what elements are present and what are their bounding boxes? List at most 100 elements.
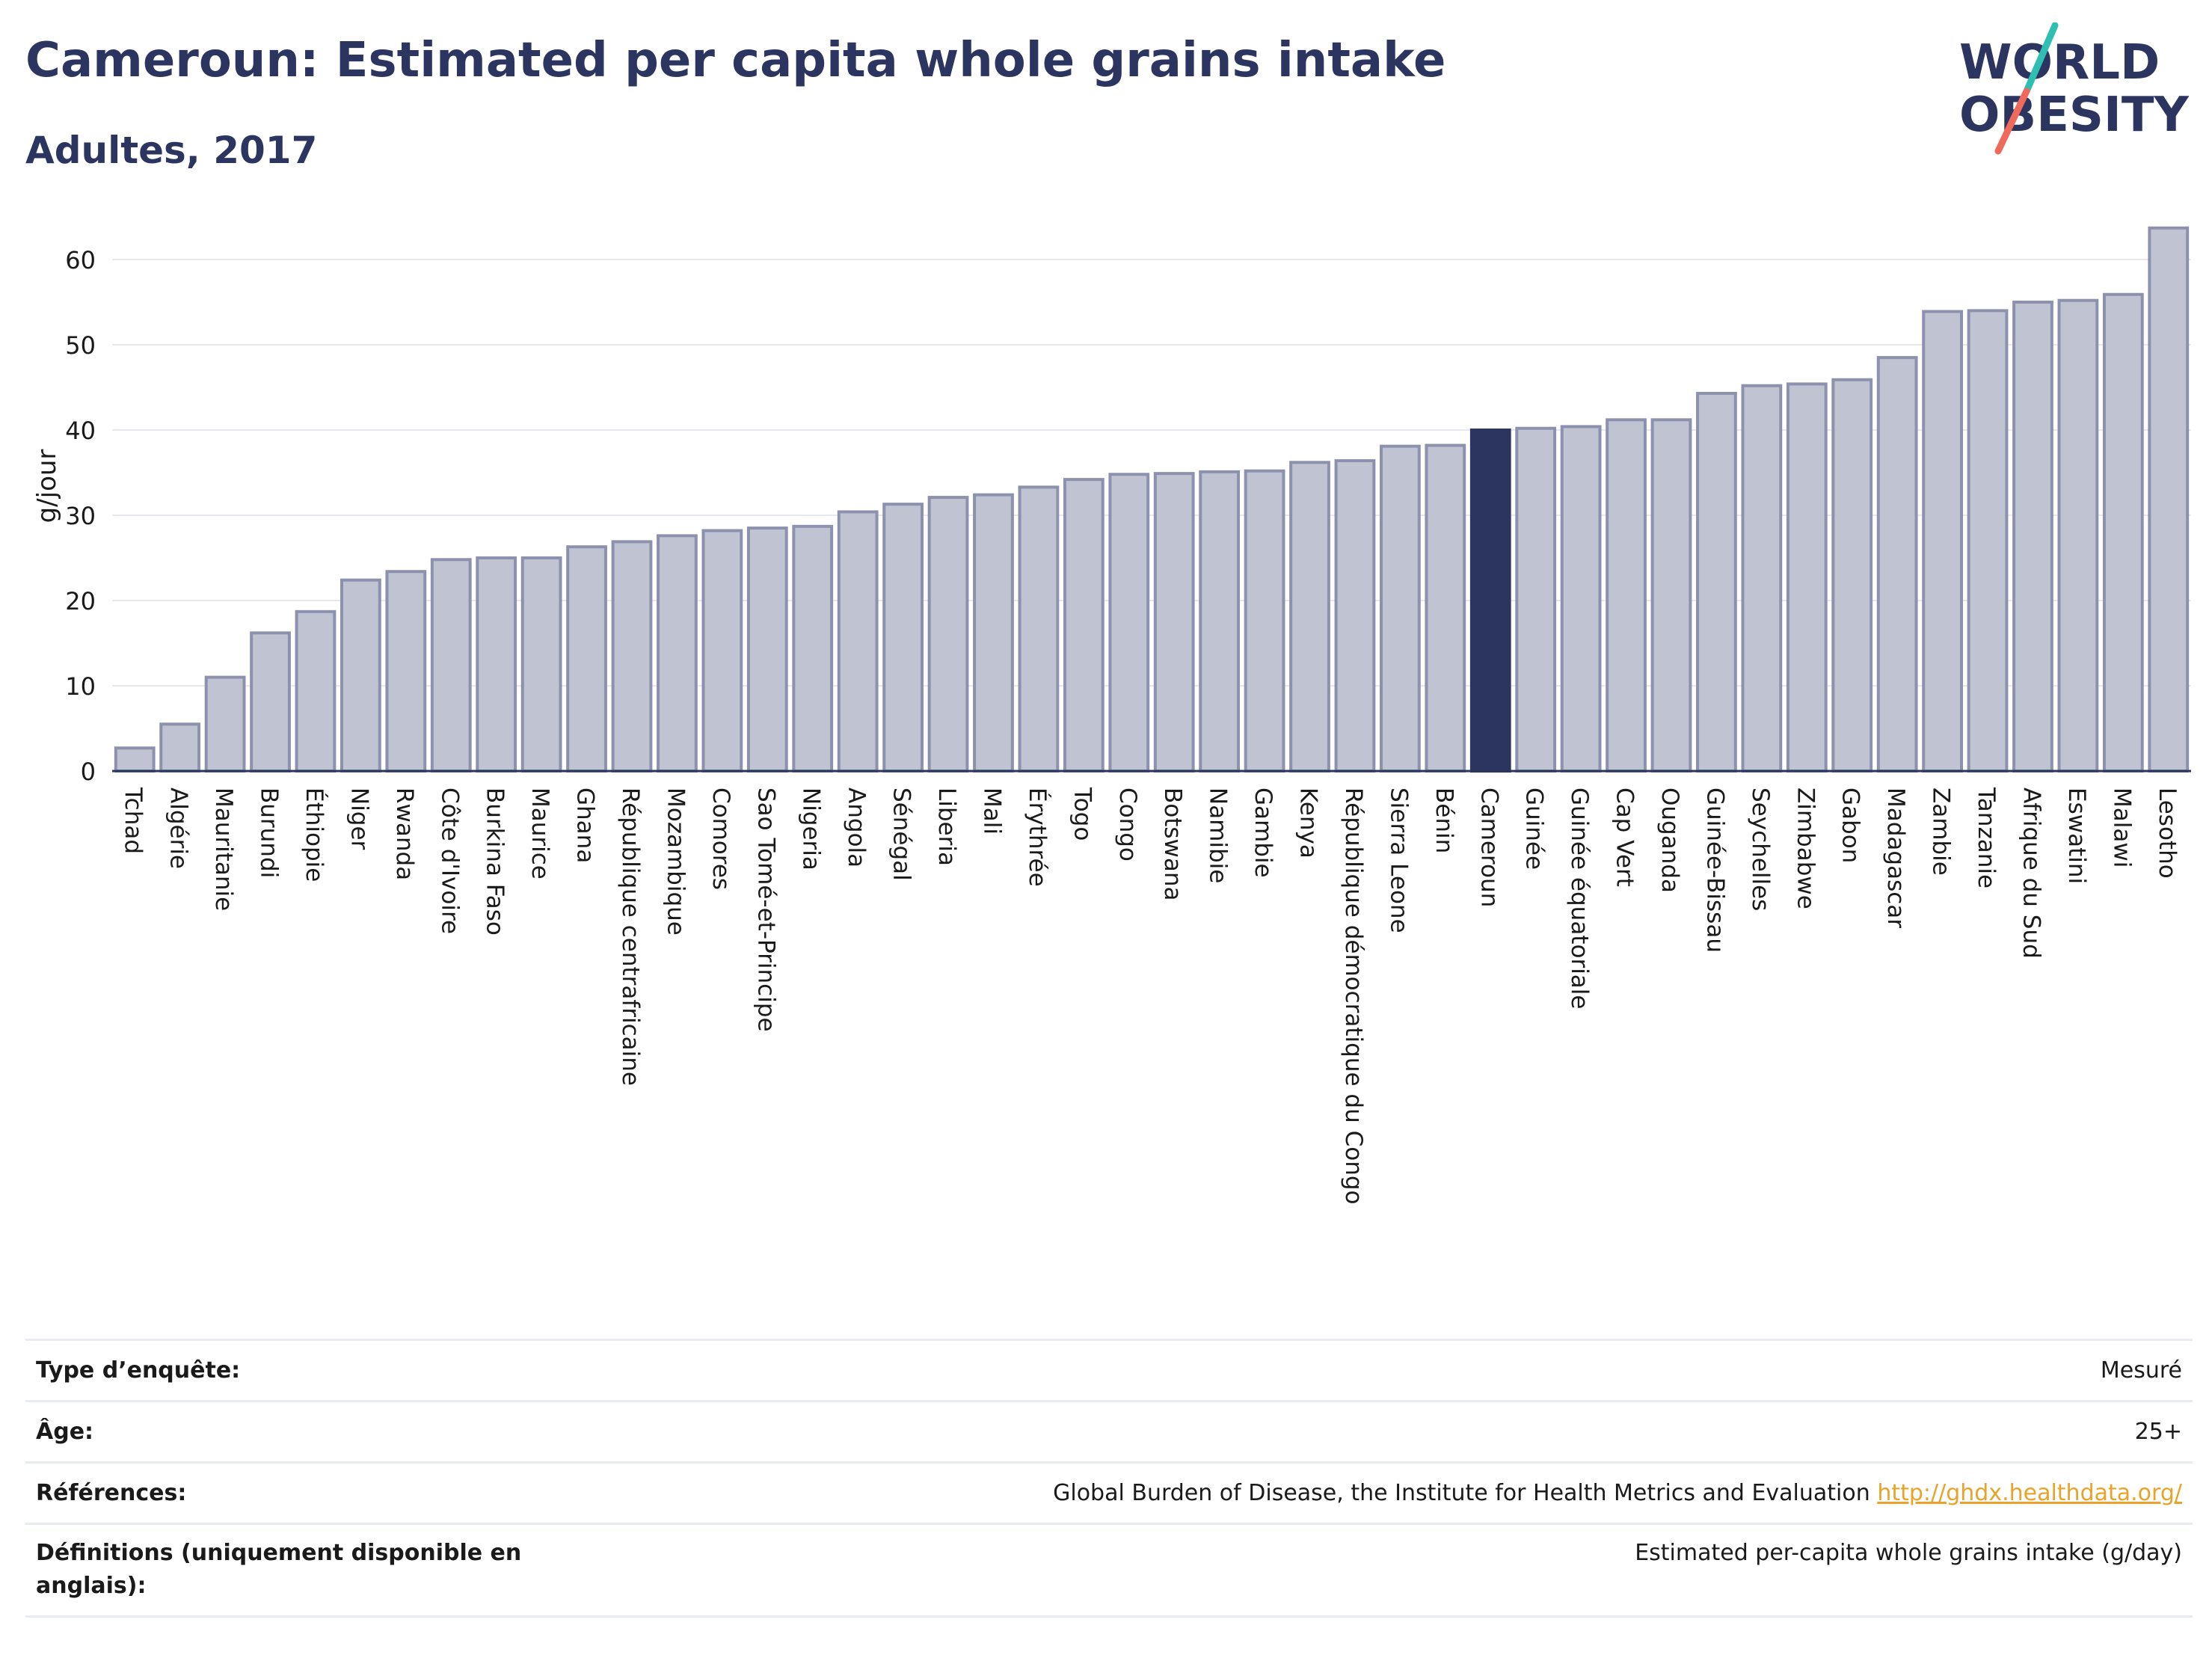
- x-tick-label: Sao Tomé-et-Principe: [752, 787, 779, 1032]
- x-tick-label: Burundi: [256, 787, 283, 878]
- y-tick-label: 60: [65, 246, 96, 274]
- x-tick-label: Côte d'Ivoire: [436, 787, 463, 934]
- x-tick-label: Maurice: [526, 787, 553, 879]
- info-row: Type d’enquête: Mesuré: [25, 1339, 2193, 1400]
- x-tick-label: Algérie: [165, 787, 192, 869]
- info-label: Références:: [36, 1480, 187, 1506]
- bar-mauritanie: [204, 675, 246, 773]
- bar-zimbabwe: [1786, 382, 1828, 773]
- logo-line1: WORLD: [1959, 35, 2160, 90]
- x-tick-label: Guinée-Bissau: [1701, 787, 1728, 953]
- x-tick-label: Eswatini: [2063, 787, 2090, 884]
- x-tick-label: Sierra Leone: [1385, 787, 1412, 933]
- bar-c-te-d-ivoire: [430, 558, 472, 773]
- info-value: 25+: [2135, 1416, 2182, 1449]
- x-tick-label: Mozambique: [662, 787, 689, 936]
- x-tick-label: Érythrée: [1024, 787, 1051, 887]
- x-tick-label: Nigeria: [798, 787, 825, 871]
- y-tick-label: 0: [81, 758, 96, 786]
- bar-liberia: [927, 496, 969, 773]
- chart-subtitle: Adultes, 2017: [25, 129, 318, 172]
- x-tick-label: Kenya: [1295, 787, 1322, 859]
- x-tick-label: Rwanda: [391, 787, 418, 880]
- y-tick-label: 10: [65, 672, 96, 701]
- bar-sierra-leone: [1380, 444, 1421, 773]
- x-tick-label: Niger: [345, 787, 372, 850]
- x-tick-label: Tanzanie: [1973, 787, 2000, 888]
- bar-mali: [973, 493, 1014, 773]
- info-label: Type d’enquête:: [36, 1357, 241, 1384]
- logo-slash-teal: [2023, 22, 2059, 95]
- info-row: Définitions (uniquement disponible en an…: [25, 1523, 2193, 1615]
- info-value-text: Global Burden of Disease, the Institute …: [1053, 1480, 1870, 1506]
- bar--rythr-e: [1018, 485, 1060, 773]
- bar-botswana: [1153, 472, 1195, 773]
- x-tick-label: Tchad: [120, 787, 147, 854]
- reference-link[interactable]: http://ghdx.healthdata.org/: [1877, 1480, 2182, 1506]
- info-value: Mesuré: [2101, 1354, 2182, 1387]
- bar-chart: 0 10 20 30 40 50 60 Tchad Algérie Mauritanie Buru…: [32, 226, 2191, 1205]
- bar-lesotho: [2148, 226, 2190, 773]
- x-tick-label: Guinée: [1521, 787, 1548, 870]
- x-tick-label: Liberia: [933, 787, 960, 866]
- bar-r-publique-centrafricaine: [611, 540, 653, 773]
- bar-comores: [701, 529, 743, 773]
- bar-b-nin: [1425, 443, 1466, 773]
- chart-title: Cameroun: Estimated per capita whole gra…: [25, 33, 1446, 88]
- y-tick-label: 30: [65, 502, 96, 530]
- bar-ghana: [566, 545, 607, 773]
- bar-togo: [1063, 478, 1105, 773]
- bar-r-publique-d-mocratique-du-congo: [1334, 459, 1376, 773]
- bar-gabon: [1831, 378, 1873, 773]
- x-tick-label: Botswana: [1159, 787, 1186, 901]
- x-tick-label: Comores: [707, 787, 734, 890]
- info-value-text: Estimated per-capita whole grains intake…: [1635, 1540, 2182, 1566]
- world-obesity-logo: WORLD OBESITY: [1959, 22, 2189, 155]
- x-tick-label: Zambie: [1928, 787, 1955, 876]
- y-tick-label: 20: [65, 587, 96, 615]
- x-tick-label: Burkina Faso: [482, 787, 509, 936]
- info-table: Type d’enquête: Mesuré Âge: 25+ Références: G…: [25, 1339, 2193, 1618]
- info-value-text: Mesuré: [2100, 1357, 2182, 1384]
- x-tick-label: République démocratique du Congo: [1340, 787, 1367, 1205]
- x-tick-label: Seychelles: [1747, 787, 1774, 911]
- x-tick-labels: Tchad Algérie Mauritanie Burundi Éthiopie Nig…: [120, 787, 2181, 1205]
- bar-ouganda: [1650, 418, 1692, 773]
- bar-nigeria: [792, 524, 834, 773]
- info-value: Global Burden of Disease, the Institute …: [1053, 1477, 2182, 1510]
- x-tick-label: Sénégal: [888, 787, 915, 881]
- bar-afrique-du-sud: [2012, 301, 2053, 773]
- bar-cameroun: [1469, 429, 1511, 773]
- x-tick-label: Namibie: [1205, 787, 1232, 883]
- x-tick-label: Malawi: [2108, 787, 2135, 868]
- info-table-bottom-border: [25, 1615, 2193, 1618]
- x-tick-label: Cameroun: [1475, 787, 1502, 907]
- x-tick-label: Guinée équatoriale: [1566, 787, 1593, 1009]
- x-tick-label: Zimbabwe: [1792, 787, 1819, 909]
- x-tick-label: Madagascar: [1882, 787, 1909, 928]
- bar-niger: [340, 578, 381, 773]
- bar-alg-rie: [159, 722, 201, 773]
- x-tick-label: Togo: [1069, 787, 1096, 841]
- x-tick-label: Angola: [843, 787, 870, 868]
- bar-mozambique: [657, 534, 698, 773]
- bar-seychelles: [1741, 384, 1783, 773]
- bar-gambie: [1244, 469, 1285, 773]
- bar-congo: [1108, 473, 1150, 773]
- bar-madagascar: [1876, 356, 1918, 773]
- x-tick-label: Bénin: [1431, 787, 1457, 853]
- x-tick-label: Éthiopie: [301, 787, 328, 882]
- bar-cap-vert: [1606, 418, 1647, 773]
- info-row: Âge: 25+: [25, 1400, 2193, 1461]
- bar-guin-e-quatoriale: [1560, 425, 1602, 773]
- x-tick-label: Congo: [1114, 787, 1141, 862]
- x-tick-label: Mauritanie: [210, 787, 237, 911]
- y-tick-label: 40: [65, 417, 96, 445]
- x-tick-label: Ouganda: [1656, 787, 1683, 893]
- x-tick-label: Mali: [978, 787, 1005, 835]
- x-tick-label: Afrique du Sud: [2018, 787, 2044, 959]
- bar-burkina-faso: [476, 556, 517, 773]
- bar-namibie: [1199, 470, 1241, 773]
- bar-rwanda: [385, 570, 427, 773]
- bar-s-n-gal: [882, 503, 924, 773]
